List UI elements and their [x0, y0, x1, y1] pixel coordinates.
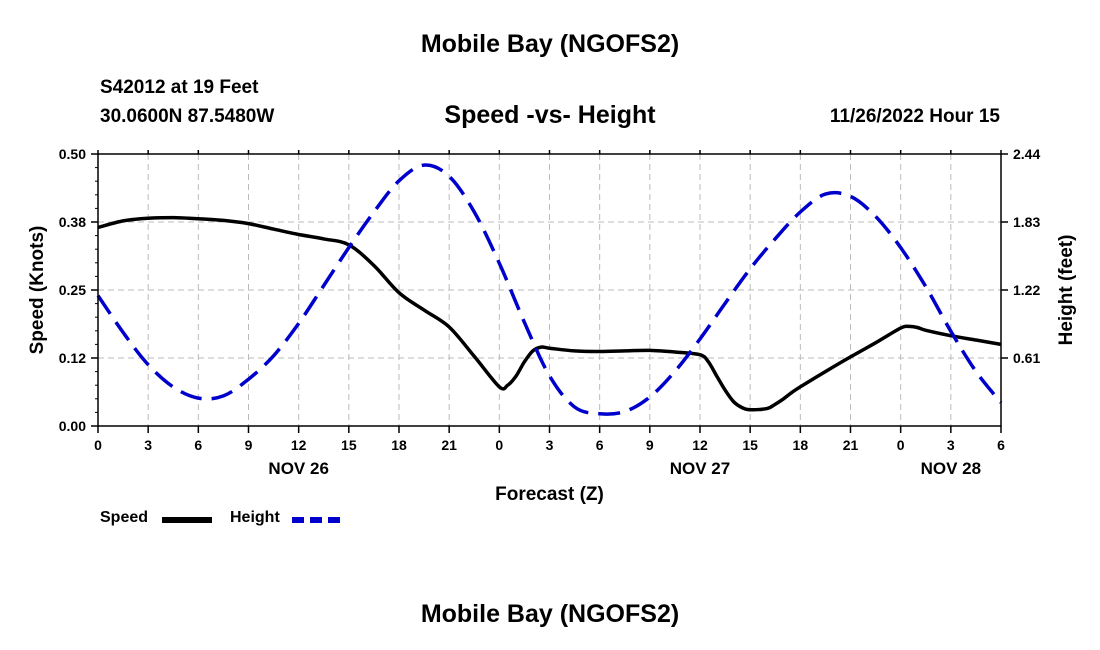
- chart-subtitle: Speed -vs- Height: [444, 101, 656, 129]
- x-tick-label: 21: [843, 437, 859, 453]
- x-tick-label: 9: [646, 437, 654, 453]
- x-tick-label: 3: [947, 437, 955, 453]
- x-tick-label: 6: [194, 437, 202, 453]
- series-line-height: [96, 163, 1003, 416]
- x-tick-label: 12: [692, 437, 708, 453]
- x-tick-label: 18: [793, 437, 809, 453]
- series-line-speed: [97, 215, 1002, 412]
- x-tick-label: 6: [997, 437, 1005, 453]
- y-axis-title: Speed (Knots): [27, 226, 48, 355]
- y-tick-label: 0.00: [59, 418, 86, 434]
- x-tick-label: 3: [144, 437, 152, 453]
- y-tick-label: 0.50: [59, 146, 86, 162]
- x-tick-label: 12: [291, 437, 307, 453]
- y-tick-label: 0.38: [59, 214, 86, 230]
- x-date-label: NOV 26: [268, 459, 328, 478]
- y-right-tick-label: 1.22: [1013, 282, 1040, 298]
- station-coordinates: 30.0600N 87.5480W: [100, 106, 275, 127]
- x-tick-label: 6: [596, 437, 604, 453]
- speed-height-chart: 0 3 6 9 12 15 18 21 0 3 6 9 12 15 18 21 0 3 6 0.00 0.12 0.25 0…: [27, 146, 1077, 523]
- legend-speed-label: Speed: [100, 509, 149, 526]
- x-tick-label: 0: [897, 437, 905, 453]
- y-right-tick-label: 0.61: [1013, 350, 1040, 366]
- y-right-tick-label: 2.44: [1013, 146, 1040, 162]
- forecast-datetime: 11/26/2022 Hour 15: [829, 106, 1000, 127]
- x-tick-label: 3: [546, 437, 554, 453]
- axes: 0 3 6 9 12 15 18 21 0 3 6 9 12 15 18 21 0 3 6 0.00 0.12 0.25 0…: [27, 146, 1077, 505]
- grid: [98, 154, 1001, 426]
- x-axis-title: Forecast (Z): [495, 484, 604, 505]
- x-tick-label: 9: [245, 437, 253, 453]
- station-label: S42012 at 19 Feet: [100, 77, 259, 98]
- x-tick-label: 15: [341, 437, 357, 453]
- series-layer: [96, 163, 1003, 416]
- page-title: Mobile Bay (NGOFS2): [420, 30, 680, 58]
- y-right-axis-title: Height (feet): [1056, 235, 1077, 346]
- x-date-label: NOV 28: [921, 459, 981, 478]
- y-tick-label: 0.12: [59, 350, 86, 366]
- x-tick-label: 15: [742, 437, 758, 453]
- x-tick-label: 0: [94, 437, 102, 453]
- x-date-label: NOV 27: [670, 459, 730, 478]
- y-tick-label: 0.25: [59, 282, 86, 298]
- legend-height-label: Height: [230, 509, 280, 526]
- x-tick-label: 0: [495, 437, 503, 453]
- y-right-tick-label: 1.83: [1013, 214, 1040, 230]
- footer-title: Mobile Bay (NGOFS2): [420, 600, 680, 628]
- x-tick-label: 21: [441, 437, 457, 453]
- x-tick-label: 18: [391, 437, 407, 453]
